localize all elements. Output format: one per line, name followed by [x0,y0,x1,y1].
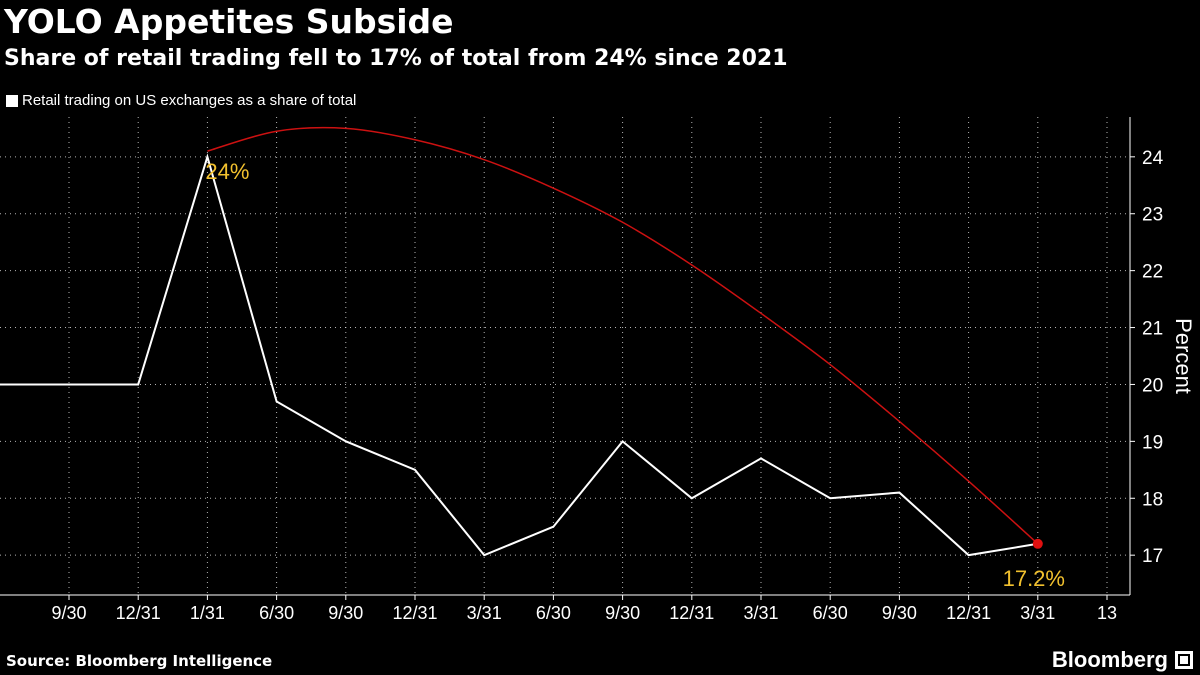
x-tick-label: 6/30 [536,603,571,623]
source-note: Source: Bloomberg Intelligence [6,652,273,670]
x-tick-label: 6/30 [259,603,294,623]
terminal-icon [1175,651,1193,669]
x-tick-label: 3/31 [1020,603,1055,623]
y-tick-label: 17 [1142,546,1163,567]
legend-swatch [6,95,18,107]
chart-title: YOLO Appetites Subside [4,2,454,41]
x-tick-label: 12/31 [946,603,991,623]
y-axis-title: Percent [1171,318,1196,394]
x-tick-label: 13 [1097,603,1117,623]
x-tick-label: 9/30 [51,603,86,623]
trend-end-dot [1032,538,1043,549]
x-tick-label: 12/31 [669,603,714,623]
legend-label: Retail trading on US exchanges as a shar… [22,92,357,109]
chart-subtitle: Share of retail trading fell to 17% of t… [4,46,788,71]
series-line [0,153,1038,557]
latest-annotation: 17.2% [1003,566,1065,591]
x-tick-label: 9/30 [328,603,363,623]
legend: Retail trading on US exchanges as a shar… [6,91,356,111]
trend-line [207,126,1039,545]
x-tick-label: 1/31 [190,603,225,623]
y-tick-label: 22 [1142,262,1163,283]
y-tick-label: 23 [1142,205,1163,226]
x-tick-label: 9/30 [882,603,917,623]
brand-logo-text: Bloomberg [1051,647,1168,672]
x-tick-label: 12/31 [392,603,437,623]
peak-annotation: 24% [205,159,249,184]
x-tick-label: 6/30 [813,603,848,623]
y-tick-label: 20 [1142,375,1163,396]
x-tick-label: 3/31 [743,603,778,623]
x-tick-label: 12/31 [116,603,161,623]
x-tick-label: 9/30 [605,603,640,623]
y-tick-label: 19 [1142,432,1163,453]
y-tick-label: 18 [1142,489,1163,510]
y-tick-label: 24 [1142,148,1164,169]
x-tick-label: 3/31 [467,603,502,623]
y-tick-label: 21 [1142,319,1163,340]
